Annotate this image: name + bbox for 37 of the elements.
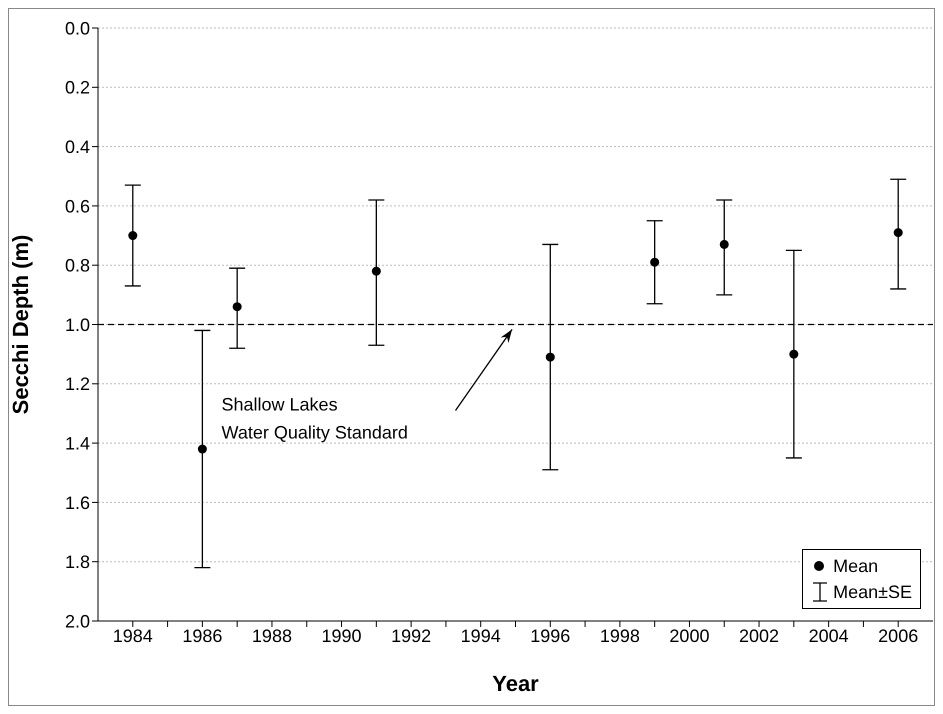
y-tick-label: 0.0	[64, 18, 90, 38]
x-tick-label: 2000	[669, 626, 710, 646]
x-tick-label: 2002	[739, 626, 780, 646]
y-tick-label: 0.2	[64, 78, 90, 98]
y-tick-label: 2.0	[64, 611, 90, 632]
point	[372, 266, 381, 276]
point	[232, 302, 242, 312]
y-tick-label: 0.8	[64, 256, 90, 276]
x-tick-label: 1992	[391, 626, 432, 646]
y-tick-label: 1.2	[64, 374, 90, 394]
x-tick-label: 2006	[878, 626, 918, 646]
point	[894, 228, 903, 238]
x-tick-label: 1986	[182, 626, 222, 646]
y-tick-label: 1.4	[64, 433, 90, 454]
annotation: Mean±SE	[833, 581, 912, 604]
annotation: Shallow Lakes Water Quality Standard	[222, 394, 408, 442]
legend-label: Mean	[833, 555, 878, 578]
x-tick-label: 1996	[530, 626, 570, 646]
y-tick-label: 1.0	[64, 314, 90, 335]
x-axis-title: Year	[492, 671, 540, 696]
point	[128, 231, 138, 240]
x-tick-label: 1994	[460, 626, 501, 646]
y-tick-label: 1.6	[64, 492, 90, 513]
point	[198, 444, 207, 454]
x-tick-label: 1990	[322, 626, 362, 646]
x-tick-label: 2004	[808, 626, 849, 646]
y-tick-label: 1.8	[64, 552, 90, 572]
point	[650, 258, 660, 267]
x-tick-label: 1998	[600, 626, 640, 646]
y-tick-label: 0.6	[64, 196, 90, 216]
point	[789, 350, 798, 359]
x-tick-label: 1984	[112, 626, 153, 646]
point	[546, 352, 555, 362]
x-tick-label: 1988	[252, 626, 292, 646]
y-tick-label: 0.4	[64, 136, 90, 157]
point	[720, 240, 729, 249]
y-axis-title: Secchi Depth (m)	[8, 234, 33, 414]
